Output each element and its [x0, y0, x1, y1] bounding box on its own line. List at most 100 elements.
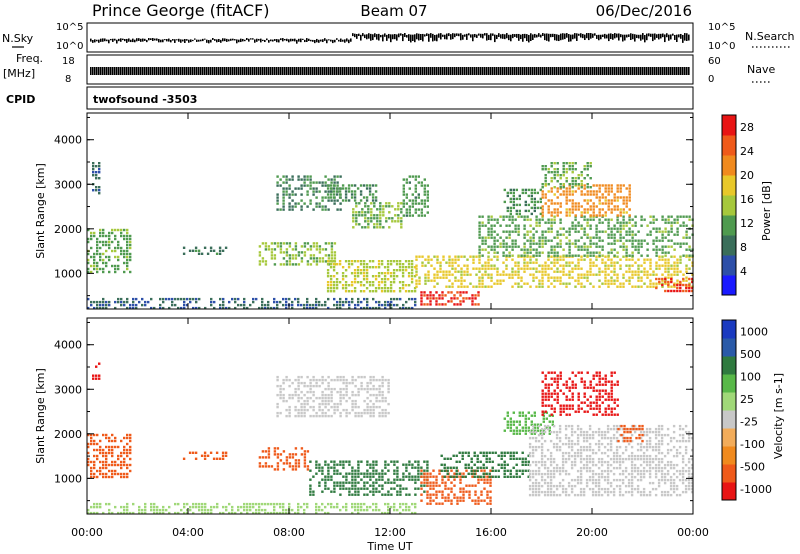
heatmap-cell	[357, 393, 360, 397]
heatmap-cell	[447, 493, 450, 496]
noise-mark	[240, 38, 242, 43]
heatmap-cell	[533, 191, 536, 195]
heatmap-cell	[327, 297, 330, 301]
heatmap-cell	[478, 270, 481, 273]
heatmap-cell	[634, 248, 637, 251]
heatmap-cell	[549, 487, 553, 491]
cpid-label: CPID	[6, 93, 35, 106]
heatmap-cell	[111, 475, 114, 479]
heatmap-cell	[312, 390, 315, 394]
heatmap-cell	[524, 191, 527, 195]
heatmap-cell	[538, 251, 541, 254]
heatmap-cell	[291, 396, 294, 400]
heatmap-cell	[126, 502, 129, 506]
heatmap-cell	[357, 502, 360, 506]
heatmap-cell	[679, 215, 682, 218]
heatmap-cell	[585, 448, 589, 452]
noise-mark	[136, 38, 138, 42]
heatmap-cell	[285, 462, 289, 465]
heatmap-cell	[324, 190, 327, 193]
heatmap-cell	[448, 258, 451, 261]
heatmap-cell	[586, 186, 589, 189]
heatmap-cell	[315, 300, 318, 304]
heatmap-cell	[604, 211, 607, 214]
heatmap-cell	[393, 303, 396, 307]
heatmap-cell	[549, 463, 553, 467]
heatmap-cell	[573, 463, 577, 467]
heatmap-cell	[126, 261, 129, 265]
heatmap-cell	[96, 433, 99, 437]
freq-mark	[614, 67, 616, 75]
heatmap-cell	[327, 402, 330, 406]
freq-mark	[476, 67, 478, 75]
heatmap-cell	[102, 270, 105, 274]
heatmap-cell	[423, 214, 426, 217]
heatmap-cell	[468, 493, 471, 496]
heatmap-cell	[520, 267, 523, 270]
heatmap-cell	[342, 463, 345, 466]
heatmap-cell	[619, 184, 622, 187]
freq-mark	[602, 67, 604, 75]
heatmap-cell	[457, 264, 460, 267]
heatmap-cell	[595, 190, 598, 193]
heatmap-cell	[300, 251, 304, 254]
heatmap-cell	[610, 208, 613, 211]
heatmap-cell	[652, 221, 655, 224]
noise-mark	[416, 33, 418, 40]
heatmap-cell	[364, 202, 367, 205]
heatmap-cell	[553, 270, 556, 273]
heatmap-cell	[541, 193, 544, 196]
heatmap-cell	[436, 270, 439, 273]
heatmap-cell	[342, 396, 345, 400]
heatmap-cell	[595, 255, 598, 258]
freq-mark	[412, 67, 414, 75]
heatmap-cell	[282, 508, 285, 512]
heatmap-cell	[493, 230, 496, 233]
heatmap-cell	[604, 270, 607, 273]
heatmap-cell	[550, 190, 553, 193]
heatmap-cell	[646, 248, 649, 251]
heatmap-cell	[552, 466, 556, 470]
heatmap-cell	[481, 254, 484, 257]
heatmap-cell	[414, 187, 417, 190]
heatmap-cell	[197, 249, 201, 252]
heatmap-cell	[667, 282, 670, 285]
heatmap-cell	[159, 511, 162, 515]
heatmap-cell	[533, 188, 536, 192]
heatmap-cell	[327, 466, 330, 469]
heatmap-cell	[616, 273, 619, 276]
heatmap-cell	[288, 193, 291, 196]
heatmap-cell	[489, 499, 492, 502]
heatmap-cell	[273, 306, 276, 310]
heatmap-cell	[342, 393, 345, 397]
heatmap-cell	[547, 221, 550, 224]
heatmap-cell	[264, 260, 268, 263]
heatmap-cell	[453, 484, 456, 487]
heatmap-cell	[541, 208, 544, 211]
heatmap-cell	[574, 205, 577, 208]
freq-mark	[492, 67, 494, 75]
freq-mark	[604, 67, 606, 75]
heatmap-cell	[589, 214, 592, 217]
heatmap-cell	[540, 448, 544, 452]
noise-mark	[340, 38, 342, 42]
heatmap-cell	[318, 251, 322, 254]
heatmap-cell	[523, 261, 526, 264]
heatmap-cell	[589, 254, 592, 257]
heatmap-cell	[288, 405, 291, 409]
heatmap-cell	[339, 411, 342, 415]
noise-mark	[646, 33, 648, 41]
heatmap-cell	[607, 264, 610, 267]
freq-mark	[516, 67, 518, 75]
heatmap-cell	[529, 251, 532, 254]
heatmap-cell	[568, 190, 571, 193]
heatmap-cell	[321, 248, 325, 251]
heatmap-cell	[210, 511, 213, 515]
heatmap-cell	[591, 436, 595, 440]
heatmap-cell	[105, 457, 108, 461]
heatmap-cell	[303, 202, 306, 205]
heatmap-cell	[546, 490, 550, 494]
heatmap-cell	[303, 242, 307, 245]
heatmap-cell	[282, 208, 285, 211]
heatmap-cell	[168, 505, 171, 509]
